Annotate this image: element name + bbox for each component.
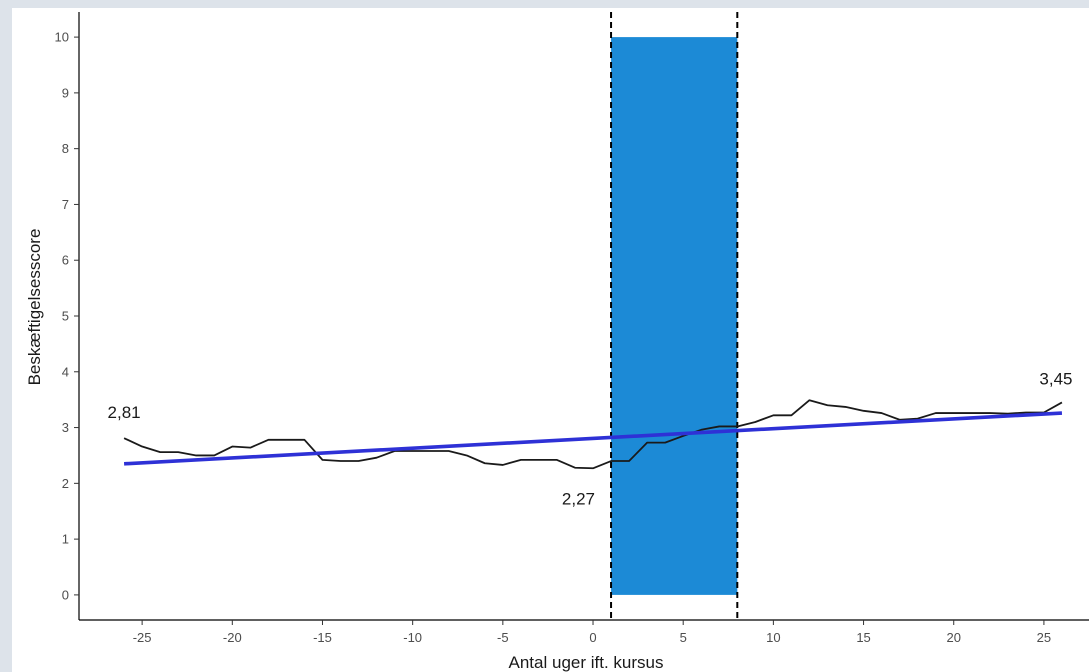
data-label: 2,27 bbox=[562, 489, 595, 508]
y-tick-label: 2 bbox=[62, 476, 69, 491]
series-line-trend bbox=[123, 411, 1063, 466]
x-tick-label: 5 bbox=[680, 630, 687, 645]
x-tick-label: -25 bbox=[133, 630, 152, 645]
y-tick-label: 4 bbox=[62, 364, 69, 379]
chart-frame: -25 -20 -15 -10 -5 0 5 10 15 20 25 0 1 2 3 4 5 6 7 8 9 10 2,8… bbox=[12, 8, 1089, 672]
y-tick-label: 8 bbox=[62, 141, 69, 156]
y-tick-label: 6 bbox=[62, 253, 69, 268]
x-tick-label: -20 bbox=[223, 630, 242, 645]
x-axis-title: Antal uger ift. kursus bbox=[509, 653, 664, 672]
x-tick-label: 0 bbox=[589, 630, 596, 645]
y-tick-label: 5 bbox=[62, 309, 69, 324]
y-tick-label: 1 bbox=[62, 532, 69, 547]
x-tick-label: 25 bbox=[1037, 630, 1051, 645]
y-tick-label: 0 bbox=[62, 587, 69, 602]
line-chart: -25 -20 -15 -10 -5 0 5 10 15 20 25 0 1 2 3 4 5 6 7 8 9 10 2,8… bbox=[25, 12, 1089, 672]
x-tick-label: 20 bbox=[946, 630, 960, 645]
shaded-course-period bbox=[611, 37, 738, 595]
y-tick-label: 3 bbox=[62, 420, 69, 435]
x-tick-label: -10 bbox=[403, 630, 422, 645]
y-axis-title: Beskæftigelsesscore bbox=[25, 229, 44, 386]
y-tick-label: 7 bbox=[62, 197, 69, 212]
x-tick-label: -15 bbox=[313, 630, 332, 645]
y-tick-label: 10 bbox=[55, 30, 69, 45]
series-line-score bbox=[123, 399, 1063, 470]
data-label: 2,81 bbox=[108, 403, 141, 422]
y-tick-label: 9 bbox=[62, 85, 69, 100]
x-tick-label: 15 bbox=[856, 630, 870, 645]
x-tick-label: -5 bbox=[497, 630, 509, 645]
x-tick-label: 10 bbox=[766, 630, 780, 645]
data-label: 3,45 bbox=[1039, 369, 1072, 388]
